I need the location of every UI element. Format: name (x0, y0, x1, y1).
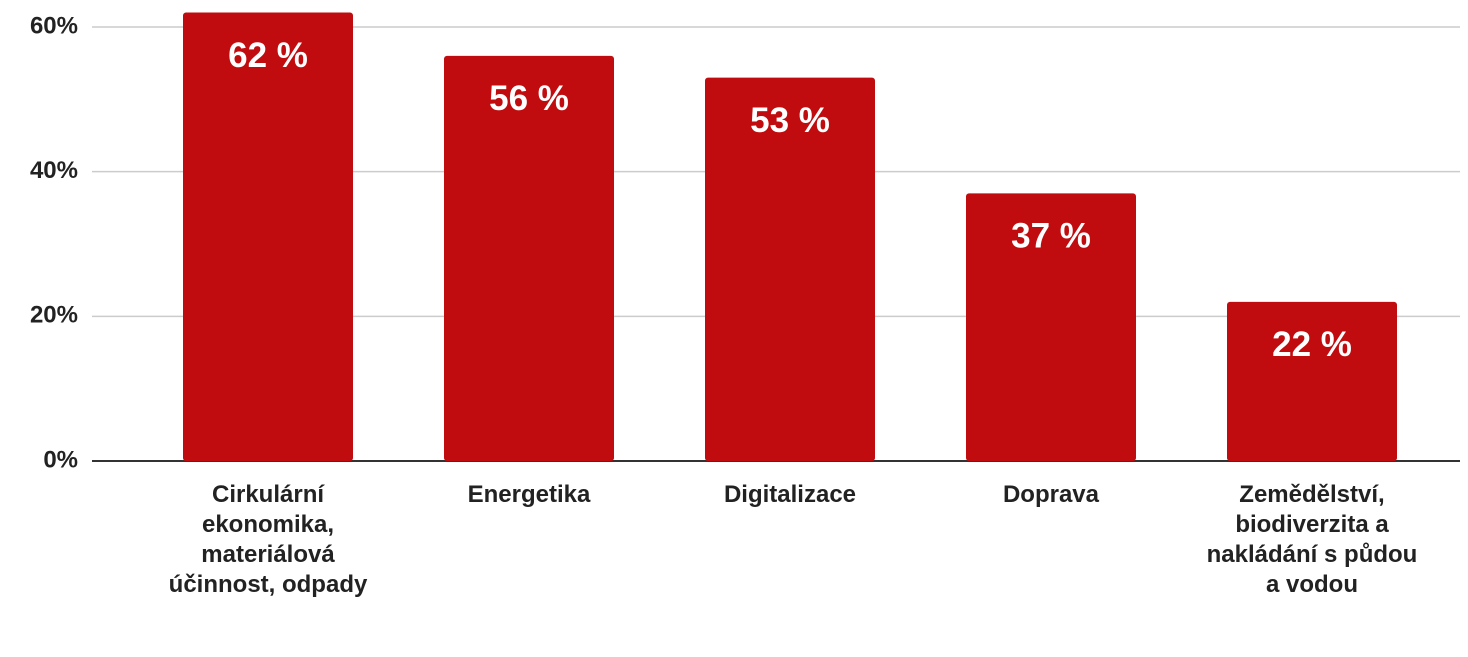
value-label: 56 % (489, 79, 569, 118)
bar (1227, 301, 1397, 461)
x-tick-label: Digitalizace (723, 481, 857, 508)
bar (966, 193, 1136, 461)
x-tick-label: Energetika (467, 481, 591, 508)
y-tick-label: 60% (30, 12, 78, 39)
value-label: 37 % (1011, 217, 1091, 256)
bar (183, 12, 353, 461)
bar (705, 77, 875, 462)
value-label: 22 % (1272, 325, 1352, 364)
x-tick-label: Cirkulární ekonomika, materiálová účinno… (168, 481, 368, 598)
value-label: 53 % (750, 101, 830, 140)
y-tick-label: 0% (43, 446, 78, 473)
y-tick-label: 20% (30, 302, 78, 329)
bar (444, 55, 614, 461)
y-tick-label: 40% (30, 157, 78, 184)
value-label: 62 % (228, 36, 308, 75)
x-tick-label: Zemědělství, biodiverzita a nakládání s … (1206, 481, 1418, 598)
x-tick-label: Doprava (1002, 481, 1100, 508)
